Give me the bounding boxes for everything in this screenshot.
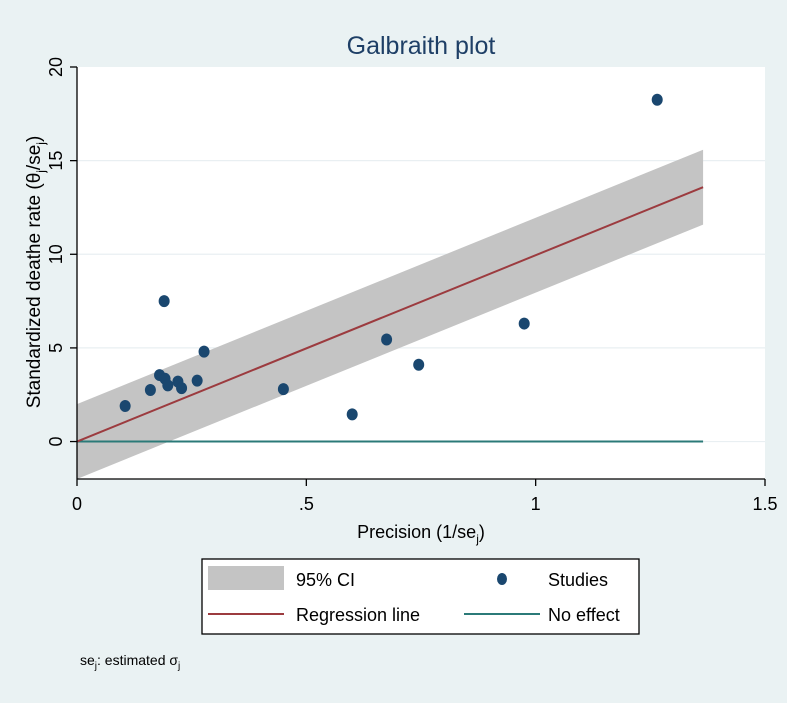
study-point [176, 382, 188, 395]
legend-studies-marker [497, 573, 507, 585]
legend-noeffect-label: No effect [548, 605, 620, 625]
study-point [651, 93, 663, 106]
y-tick-label: 0 [46, 437, 66, 447]
chart-title: Galbraith plot [347, 32, 496, 60]
legend: 95% CI Studies Regression line No effect [201, 558, 640, 635]
x-tick-label: 0 [72, 494, 82, 514]
line-layer [76, 186, 704, 443]
y-tick-label: 5 [46, 343, 66, 353]
study-point [158, 295, 170, 308]
x-tick-label: .5 [299, 494, 314, 514]
study-point [277, 383, 289, 396]
point-layer [119, 93, 663, 421]
study-point [413, 358, 425, 371]
y-tick-label: 15 [46, 151, 66, 171]
legend-ci-label: 95% CI [296, 570, 355, 590]
y-tick-label: 10 [46, 244, 66, 264]
regression-line [76, 186, 704, 443]
study-point [346, 408, 358, 421]
legend-ci-swatch [208, 566, 284, 590]
study-point [119, 399, 131, 412]
study-point [162, 379, 174, 392]
study-point [191, 374, 203, 387]
footnote: sej: estimated σj [80, 652, 180, 672]
study-point [518, 317, 530, 330]
legend-studies-label: Studies [548, 570, 608, 590]
x-axis-label: Precision (1/sej) [357, 522, 485, 546]
study-point [198, 345, 210, 358]
x-tick-label: 1.5 [752, 494, 777, 514]
y-axis-label: Standardized deathe rate (θj/sej) [24, 136, 48, 409]
study-point [381, 333, 393, 346]
x-tick-label: 1 [531, 494, 541, 514]
study-point [144, 384, 156, 397]
legend-regression-label: Regression line [296, 605, 420, 625]
axis-layer: 0 .5 1 1.5 0 5 10 15 20 [46, 57, 778, 514]
y-tick-label: 20 [46, 57, 66, 77]
